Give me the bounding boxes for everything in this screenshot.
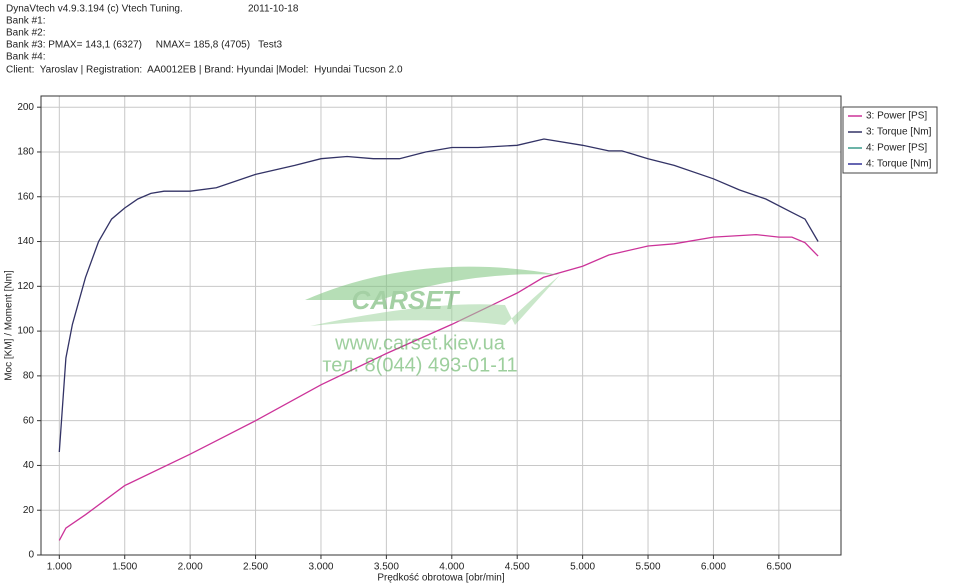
bank: Bank #2: — [6, 28, 45, 39]
x-tick-label: 3.000 — [308, 562, 333, 573]
date: 2011-10-18 — [248, 4, 299, 15]
x-tick-label: 6.500 — [766, 562, 791, 573]
watermark: CARSET www.carset.kiev.ua тел. 8(044) 49… — [305, 266, 560, 376]
legend-entries: 3: Power [PS] 3: Torque [Nm] 4: Power [PS]… — [848, 111, 932, 170]
bank: Bank #1: — [6, 16, 45, 27]
y-tick-label: 40 — [23, 460, 35, 471]
y-axis-label: Moc [KM] / Moment [Nm] — [4, 270, 15, 381]
logo-swoosh — [310, 275, 560, 326]
y-tick-label: 100 — [17, 326, 34, 337]
watermark-url: www.carset.kiev.ua — [334, 332, 506, 354]
y-tick-label: 200 — [17, 102, 34, 113]
y-tick-label: 0 — [28, 550, 34, 561]
legend-label: 4: Power [PS] — [866, 143, 927, 154]
plot-area: 0 20 40 60 80 100 120 140 160 180 200 1.000 1.500 2.0… — [4, 95, 842, 584]
legend-label: 3: Power [PS] — [866, 111, 927, 122]
software: DynaVtech v4.9.3.194 (c) Vtech Tuning. — [6, 4, 183, 15]
x-tick-label: 4.500 — [505, 562, 530, 573]
legend-label: 4: Torque [Nm] — [866, 159, 932, 170]
y-tick-label: 80 — [23, 371, 35, 382]
watermark-phone: тел. 8(044) 493-01-11 — [322, 354, 517, 376]
legend-label: 3: Torque [Nm] — [866, 127, 932, 138]
x-tick-label: 1.000 — [47, 562, 72, 573]
x-tick-label: 4.000 — [439, 562, 464, 573]
series-line — [58, 138, 819, 453]
y-tick-label: 160 — [17, 191, 34, 202]
client: Client: Yaroslav | Registration: AA0012E… — [6, 65, 403, 76]
bank: Bank #3: PMAX= 143,1 (6327) NMAX= 185,8 … — [6, 40, 283, 51]
x-tick-label: 1.500 — [112, 562, 137, 573]
x-tick-label: 5.000 — [570, 562, 595, 573]
x-tick-label: 6.000 — [701, 562, 726, 573]
y-tick-label: 60 — [23, 415, 35, 426]
y-tick-label: 140 — [17, 236, 34, 247]
y-tick-label: 20 — [23, 505, 35, 516]
series-line — [58, 233, 819, 541]
y-tick-label: 180 — [17, 147, 34, 158]
x-tick-label: 2.500 — [243, 562, 268, 573]
logo-swoosh — [305, 266, 560, 300]
plot-frame — [40, 95, 842, 556]
x-tick-label: 2.000 — [178, 562, 203, 573]
x-tick-label: 3.500 — [374, 562, 399, 573]
x-axis-label: Prędkość obrotowa [obr/min] — [377, 573, 505, 584]
legend — [842, 106, 938, 174]
bank: Bank #4: — [6, 52, 45, 63]
logo: CARSET — [352, 285, 461, 315]
x-tick-label: 5.500 — [636, 562, 661, 573]
y-tick-label: 120 — [17, 281, 34, 292]
